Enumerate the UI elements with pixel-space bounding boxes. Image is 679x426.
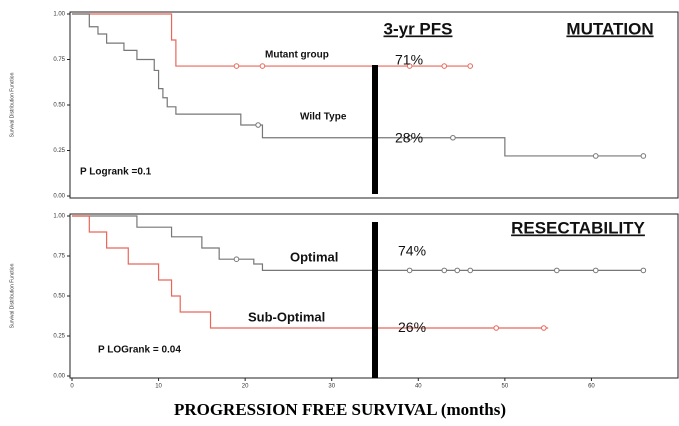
censor-mark <box>233 63 240 69</box>
y-tick-label: 0.00 <box>53 194 65 200</box>
x-tick-label: 10 <box>155 384 162 390</box>
y-axis-title: Survival Distribution Function <box>9 263 15 328</box>
annotation: 3-yr PFS <box>384 19 453 38</box>
censor-mark <box>450 134 456 141</box>
censor-mark <box>454 267 461 274</box>
censor-mark <box>233 256 240 263</box>
p-value: P LOGrank = 0.04 <box>98 345 181 356</box>
y-tick-label: 0.75 <box>53 254 65 260</box>
series-label: Mutant group <box>265 50 329 61</box>
x-tick-label: 30 <box>328 384 335 390</box>
y-tick-label: 0.00 <box>53 374 65 380</box>
x-tick-label: 0 <box>70 384 74 390</box>
censor-mark <box>441 267 448 274</box>
y-tick-label: 1.00 <box>53 12 65 18</box>
censor-mark <box>592 267 599 274</box>
x-axis-title: PROGRESSION FREE SURVIVAL (months) <box>174 400 506 419</box>
censor-mark <box>406 134 413 141</box>
censor-mark <box>467 63 474 69</box>
x-tick-label: 20 <box>242 384 249 390</box>
p-value: P Logrank =0.1 <box>80 167 152 178</box>
survival-curve <box>72 215 549 329</box>
censor-mark <box>640 153 647 159</box>
censor-mark <box>467 267 474 274</box>
survival-curve <box>72 215 644 271</box>
x-tick-label: 50 <box>502 384 509 390</box>
x-tick-label: 40 <box>415 384 422 390</box>
panel-title: RESECTABILITY <box>511 218 645 237</box>
y-tick-label: 0.50 <box>53 294 65 300</box>
censor-mark <box>255 122 261 128</box>
censor-mark <box>493 325 500 331</box>
censor-mark <box>259 63 266 69</box>
censor-mark <box>640 267 647 274</box>
y-tick-label: 0.25 <box>53 334 65 340</box>
pfs-label: 74% <box>398 242 426 258</box>
censor-mark <box>554 267 560 274</box>
censor-mark <box>441 63 448 69</box>
pfs-label: 71% <box>395 51 423 67</box>
y-tick-label: 0.75 <box>53 57 65 63</box>
censor-mark <box>541 325 547 331</box>
x-tick-label: 60 <box>588 384 595 390</box>
series-label: Wild Type <box>300 112 347 123</box>
pfs-label: 26% <box>398 319 426 335</box>
pfs-label: 28% <box>395 130 423 146</box>
survival-curve <box>72 13 644 157</box>
series-label: Sub-Optimal <box>248 309 325 324</box>
y-tick-label: 0.50 <box>53 103 65 109</box>
survival-curve <box>72 13 471 67</box>
y-tick-label: 1.00 <box>53 214 65 220</box>
censor-mark <box>406 63 413 69</box>
censor-mark <box>406 267 413 274</box>
censor-mark <box>592 153 599 159</box>
y-axis-title: Survival Distribution Function <box>9 72 15 137</box>
series-label: Optimal <box>290 249 338 264</box>
panel-title: MUTATION <box>566 19 653 38</box>
y-tick-label: 0.25 <box>53 148 65 154</box>
